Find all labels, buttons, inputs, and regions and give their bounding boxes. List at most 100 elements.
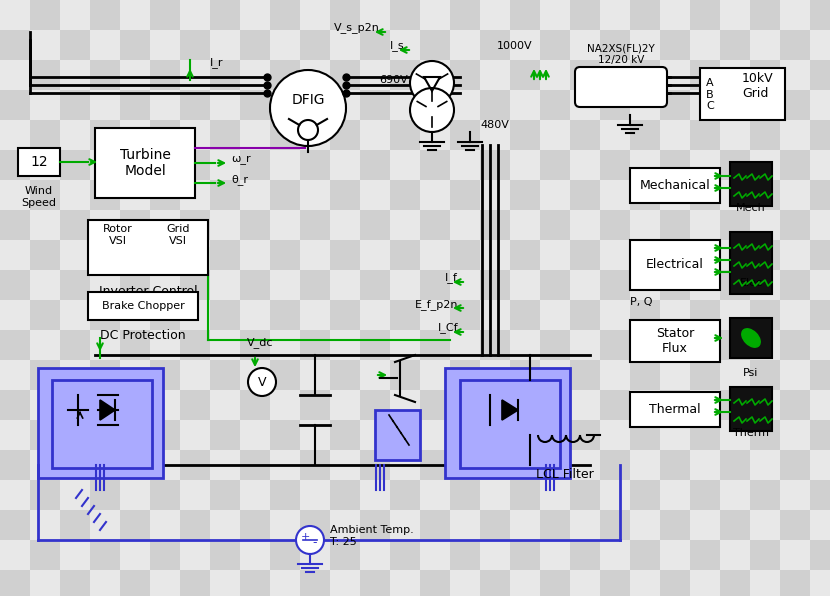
Bar bbox=[30, 390, 60, 420]
Bar bbox=[30, 420, 60, 450]
Bar bbox=[60, 30, 90, 60]
Bar bbox=[600, 90, 630, 120]
Bar bbox=[630, 90, 660, 120]
Bar bbox=[150, 540, 180, 570]
Bar bbox=[780, 210, 810, 240]
Bar bbox=[480, 90, 510, 120]
Bar bbox=[480, 270, 510, 300]
Bar bbox=[780, 30, 810, 60]
Bar bbox=[660, 150, 690, 180]
FancyBboxPatch shape bbox=[95, 128, 195, 198]
Bar bbox=[180, 30, 210, 60]
Bar bbox=[780, 180, 810, 210]
Bar bbox=[150, 60, 180, 90]
Bar bbox=[570, 330, 600, 360]
Bar bbox=[780, 390, 810, 420]
Bar bbox=[600, 0, 630, 30]
Bar bbox=[120, 540, 150, 570]
Bar bbox=[240, 270, 270, 300]
Text: NA2XS(FL)2Y
12/20 kV: NA2XS(FL)2Y 12/20 kV bbox=[587, 44, 655, 65]
Bar bbox=[420, 570, 450, 596]
FancyBboxPatch shape bbox=[460, 380, 560, 468]
Bar bbox=[150, 180, 180, 210]
Bar bbox=[690, 240, 720, 270]
Bar bbox=[90, 180, 120, 210]
Bar bbox=[660, 300, 690, 330]
Bar bbox=[210, 90, 240, 120]
Bar bbox=[390, 210, 420, 240]
Bar bbox=[570, 450, 600, 480]
Bar bbox=[780, 0, 810, 30]
Bar bbox=[60, 450, 90, 480]
FancyBboxPatch shape bbox=[575, 67, 667, 107]
Bar bbox=[0, 300, 30, 330]
Bar bbox=[750, 420, 780, 450]
Bar bbox=[630, 450, 660, 480]
Bar bbox=[450, 240, 480, 270]
Bar bbox=[60, 150, 90, 180]
Bar bbox=[270, 420, 300, 450]
Bar bbox=[270, 330, 300, 360]
Circle shape bbox=[270, 70, 346, 146]
Bar bbox=[720, 570, 750, 596]
Bar bbox=[90, 570, 120, 596]
Bar bbox=[540, 30, 570, 60]
Bar bbox=[750, 240, 780, 270]
Text: 1000V: 1000V bbox=[497, 41, 533, 51]
Bar bbox=[30, 240, 60, 270]
Bar bbox=[450, 150, 480, 180]
Bar bbox=[300, 570, 330, 596]
FancyBboxPatch shape bbox=[88, 220, 208, 275]
Bar bbox=[420, 240, 450, 270]
Bar bbox=[0, 60, 30, 90]
Bar bbox=[180, 60, 210, 90]
FancyBboxPatch shape bbox=[630, 240, 720, 290]
FancyBboxPatch shape bbox=[630, 392, 720, 427]
Bar bbox=[720, 180, 750, 210]
Bar bbox=[690, 420, 720, 450]
Bar bbox=[300, 540, 330, 570]
Bar bbox=[450, 570, 480, 596]
Bar bbox=[690, 180, 720, 210]
Bar bbox=[120, 360, 150, 390]
Bar bbox=[90, 210, 120, 240]
Bar bbox=[90, 360, 120, 390]
Bar bbox=[420, 60, 450, 90]
Bar bbox=[150, 390, 180, 420]
Text: Mech: Mech bbox=[736, 203, 766, 213]
Bar bbox=[330, 420, 360, 450]
Bar bbox=[240, 60, 270, 90]
Bar bbox=[780, 510, 810, 540]
Bar bbox=[510, 150, 540, 180]
Bar bbox=[750, 210, 780, 240]
FancyBboxPatch shape bbox=[18, 148, 60, 176]
Bar bbox=[90, 300, 120, 330]
Bar bbox=[180, 150, 210, 180]
Bar bbox=[540, 360, 570, 390]
Bar bbox=[180, 180, 210, 210]
Bar bbox=[450, 270, 480, 300]
Bar bbox=[90, 90, 120, 120]
Bar bbox=[810, 240, 830, 270]
Bar bbox=[300, 0, 330, 30]
Circle shape bbox=[298, 120, 318, 140]
Bar bbox=[480, 240, 510, 270]
FancyBboxPatch shape bbox=[630, 320, 720, 362]
Bar bbox=[330, 360, 360, 390]
Bar bbox=[180, 480, 210, 510]
Bar bbox=[780, 60, 810, 90]
Bar bbox=[120, 0, 150, 30]
FancyBboxPatch shape bbox=[730, 232, 772, 294]
Bar bbox=[750, 360, 780, 390]
Bar bbox=[810, 510, 830, 540]
Bar bbox=[570, 30, 600, 60]
Bar bbox=[780, 480, 810, 510]
Bar bbox=[390, 360, 420, 390]
Bar bbox=[480, 540, 510, 570]
Bar bbox=[690, 330, 720, 360]
Bar bbox=[450, 210, 480, 240]
Bar bbox=[300, 450, 330, 480]
Bar bbox=[600, 30, 630, 60]
Bar bbox=[510, 90, 540, 120]
Bar bbox=[150, 330, 180, 360]
